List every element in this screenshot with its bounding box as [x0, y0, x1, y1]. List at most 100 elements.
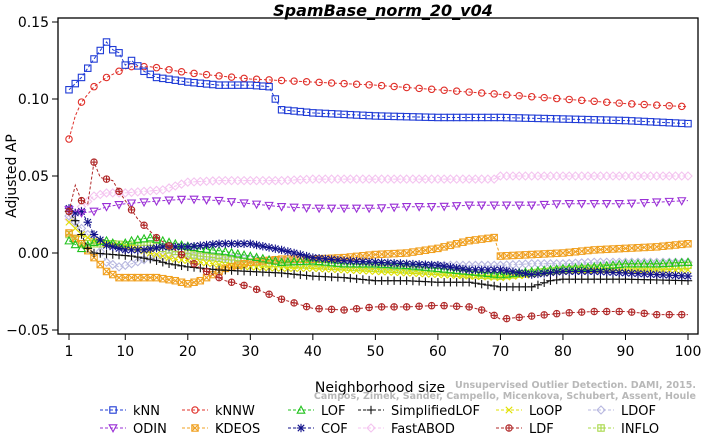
legend-label-fastabod: FastABOD — [391, 422, 455, 434]
data-point-odin — [214, 196, 224, 206]
data-point-simplifiedlof — [133, 252, 142, 262]
data-point-loop — [296, 264, 304, 272]
data-point-lof — [627, 258, 637, 268]
data-point-kdeos — [584, 246, 592, 255]
x-tick-label: 60 — [429, 344, 447, 360]
legend-label-knnw: kNNW — [215, 404, 255, 419]
data-point-loop — [259, 263, 267, 272]
data-point-knnw — [377, 81, 386, 90]
data-point-lof — [670, 257, 681, 267]
data-point-ldf — [140, 221, 148, 230]
data-point-fastabod — [489, 174, 499, 184]
data-point-odin — [276, 203, 287, 212]
data-point-lof — [645, 258, 656, 268]
data-point-knnw — [177, 68, 186, 76]
legend-item-ldf: LDF — [496, 422, 554, 434]
data-point-fastabod — [508, 171, 518, 181]
data-point-knnw — [540, 93, 548, 102]
legend-marker-inflo — [597, 424, 605, 432]
data-point-loop — [159, 252, 167, 260]
data-point-cof — [646, 270, 655, 279]
data-point-ldf — [302, 302, 311, 311]
data-point-lof — [220, 246, 231, 256]
data-point-cof — [208, 240, 218, 249]
data-point-lof — [614, 259, 624, 269]
data-point-knn — [134, 62, 142, 70]
plot-area: 1 10 20 30 40 50 60 70 80 90 100 −0.05 0.00 0.05 0.10 0… — [6, 15, 701, 360]
data-point-knn — [102, 38, 111, 46]
data-point-loop — [277, 264, 286, 272]
data-point-knnw — [552, 94, 561, 103]
data-point-knnw — [590, 97, 598, 106]
data-point-simplifiedlof — [471, 278, 480, 288]
data-point-cof — [489, 265, 499, 275]
data-point-odin — [201, 196, 212, 205]
data-point-fastabod — [526, 171, 537, 181]
data-point-fastabod — [664, 171, 675, 181]
data-point-knnw — [390, 82, 398, 91]
data-point-fastabod — [589, 171, 599, 181]
data-point-lof — [258, 253, 268, 263]
data-point-loop — [421, 270, 429, 278]
data-point-kdeos — [90, 253, 98, 262]
legend-item-fastabod: FastABOD — [358, 422, 455, 434]
data-point-kdeos — [502, 252, 511, 260]
data-point-odin — [677, 197, 687, 206]
data-point-knn — [77, 73, 86, 82]
data-point-fastabod — [258, 175, 268, 186]
data-point-fastabod — [364, 174, 374, 184]
data-point-fastabod — [501, 171, 512, 181]
data-point-fastabod — [676, 171, 687, 181]
data-point-ldf — [227, 278, 236, 287]
data-point-simplifiedlof — [546, 276, 555, 285]
data-point-kdeos — [659, 242, 667, 250]
data-point-odin — [551, 200, 562, 209]
data-point-kdeos — [509, 251, 517, 260]
data-point-knnw — [615, 99, 623, 107]
data-point-lof — [264, 254, 274, 264]
data-point-fastabod — [645, 171, 656, 181]
data-point-fastabod — [389, 174, 399, 184]
data-point-ldof — [107, 259, 118, 270]
data-point-lof — [245, 251, 256, 260]
data-point-lof — [489, 268, 499, 278]
data-point-cof — [183, 242, 192, 252]
data-point-simplifiedlof — [352, 274, 361, 284]
data-point-odin — [664, 197, 674, 207]
data-point-cof — [108, 242, 117, 252]
data-point-ldf — [415, 302, 423, 311]
data-point-simplifiedlof — [296, 270, 305, 280]
data-point-cof — [296, 250, 305, 259]
data-point-ldf — [565, 309, 573, 317]
series-simplifiedlof — [64, 207, 693, 292]
data-point-ldf — [190, 260, 198, 268]
data-point-fastabod — [683, 171, 693, 181]
data-point-lof — [658, 258, 668, 268]
data-point-lof — [677, 257, 687, 267]
series-cof — [64, 204, 693, 281]
legend-marker-kdeos — [191, 424, 199, 432]
data-point-cof — [433, 261, 443, 270]
data-point-loop — [390, 268, 398, 276]
data-point-cof — [121, 245, 130, 255]
data-point-kdeos — [559, 249, 567, 257]
data-point-odin — [164, 196, 174, 206]
data-point-fastabod — [614, 171, 625, 181]
data-point-lof — [333, 258, 343, 267]
data-point-fastabod — [401, 174, 412, 184]
data-point-simplifiedlof — [164, 259, 174, 268]
data-point-knn — [96, 46, 105, 55]
data-point-simplifiedlof — [289, 270, 299, 279]
data-point-knnw — [227, 73, 236, 81]
series-ldf — [65, 158, 688, 323]
data-point-cof — [271, 244, 280, 253]
data-point-ldf — [340, 306, 348, 314]
data-point-loop — [409, 269, 417, 277]
data-point-knnw — [440, 86, 448, 94]
data-point-ldf — [665, 310, 673, 319]
legend-marker-fastabod — [366, 423, 376, 433]
chart-title: SpamBase_norm_20_v04 — [273, 1, 493, 20]
data-point-kdeos — [534, 250, 542, 258]
data-point-simplifiedlof — [208, 265, 218, 274]
